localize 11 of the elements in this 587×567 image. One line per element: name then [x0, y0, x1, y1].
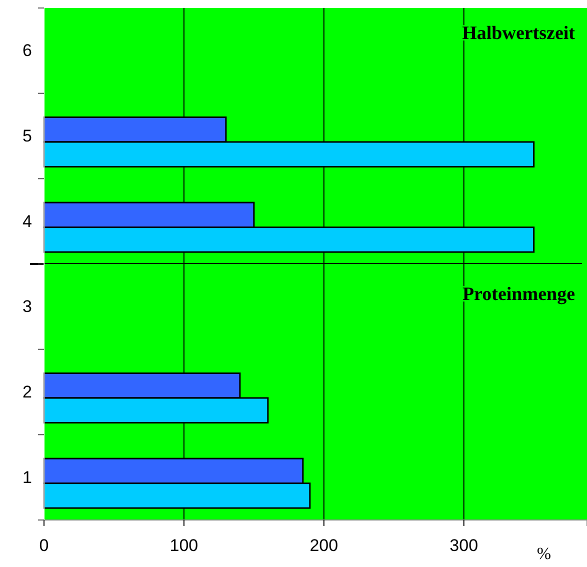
x-tick-label: 0: [39, 536, 49, 556]
y-tick-label: 6: [22, 41, 32, 60]
x-tick-label: 300: [450, 536, 478, 556]
y-tick-label: 4: [22, 212, 32, 231]
x-tick-label: 200: [310, 536, 338, 556]
y-tick-label: 3: [22, 297, 32, 316]
y-tick-label: 1: [22, 468, 32, 487]
x-tick-label: 100: [170, 536, 198, 556]
x-axis-title: %: [536, 544, 552, 563]
y-tick-label: 5: [22, 126, 32, 146]
y-tick-label: 2: [22, 382, 32, 402]
